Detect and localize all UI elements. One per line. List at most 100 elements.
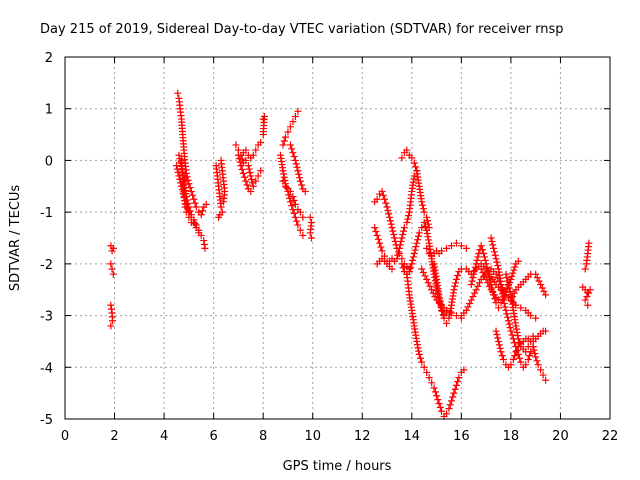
- data-point: [301, 187, 309, 195]
- data-point: [474, 253, 482, 261]
- data-point: [373, 231, 381, 239]
- data-point: [469, 293, 477, 301]
- data-point: [288, 202, 296, 210]
- data-point: [476, 279, 484, 287]
- data-point: [540, 287, 548, 295]
- data-point: [279, 141, 287, 149]
- data-point: [257, 138, 265, 146]
- data-point: [494, 334, 502, 342]
- data-point: [238, 165, 246, 173]
- data-point: [499, 356, 507, 364]
- series-s16: [279, 177, 307, 221]
- series-s36: [477, 257, 522, 307]
- data-point: [511, 263, 519, 271]
- data-point: [386, 217, 394, 225]
- data-point: [395, 244, 403, 252]
- data-point: [416, 354, 424, 362]
- data-point: [398, 234, 406, 242]
- series-s38: [579, 283, 594, 309]
- data-point: [414, 236, 422, 244]
- data-point: [432, 280, 440, 288]
- data-point: [289, 149, 297, 157]
- data-point: [445, 314, 453, 322]
- data-point: [413, 167, 421, 175]
- data-point: [388, 224, 396, 232]
- series-s14: [279, 107, 302, 149]
- data-point: [181, 203, 189, 211]
- data-point: [454, 271, 462, 279]
- data-point: [107, 301, 115, 309]
- series-s25: [403, 270, 468, 420]
- data-point: [517, 304, 525, 312]
- data-point: [478, 246, 486, 254]
- data-point: [390, 234, 398, 242]
- data-point: [257, 167, 265, 175]
- data-point: [415, 350, 423, 358]
- data-point: [469, 274, 477, 282]
- data-point: [542, 327, 550, 335]
- data-point: [109, 317, 117, 325]
- data-point: [420, 363, 428, 371]
- plot-frame: [64, 56, 611, 420]
- data-point: [249, 182, 257, 190]
- data-point: [242, 146, 250, 154]
- data-point: [443, 244, 450, 252]
- series-s18: [306, 213, 315, 242]
- data-point: [187, 187, 195, 195]
- data-point: [497, 299, 505, 307]
- data-point: [425, 236, 433, 244]
- data-point: [492, 327, 500, 335]
- data-point: [509, 356, 517, 364]
- data-point: [462, 244, 470, 252]
- data-point: [451, 282, 459, 290]
- data-point: [501, 303, 509, 311]
- data-point: [374, 235, 382, 243]
- x-tick-label: 12: [354, 429, 371, 444]
- data-point: [424, 233, 432, 241]
- series-s11: [234, 151, 255, 195]
- data-point: [484, 267, 492, 275]
- data-point: [454, 378, 462, 386]
- data-point: [585, 289, 593, 297]
- data-point: [586, 286, 594, 294]
- data-point: [450, 286, 458, 294]
- data-point: [388, 265, 396, 273]
- data-point: [414, 232, 422, 240]
- data-point: [514, 332, 522, 340]
- data-point: [415, 347, 423, 355]
- data-point: [512, 322, 520, 330]
- data-point: [259, 131, 267, 139]
- data-point: [467, 296, 475, 304]
- data-point: [286, 187, 294, 195]
- data-point: [192, 224, 200, 232]
- data-point: [399, 231, 407, 239]
- data-point: [517, 358, 525, 366]
- data-point: [585, 239, 593, 247]
- data-point: [411, 246, 419, 254]
- data-point: [197, 211, 205, 219]
- data-point: [443, 306, 450, 314]
- data-point: [190, 195, 198, 203]
- data-point: [390, 231, 398, 239]
- data-point: [107, 305, 115, 313]
- data-point: [396, 241, 404, 249]
- data-point: [109, 270, 117, 278]
- x-tick-label: 22: [602, 429, 619, 444]
- data-point: [503, 274, 511, 282]
- data-point: [497, 348, 505, 356]
- data-point: [237, 162, 245, 170]
- data-point: [185, 213, 193, 221]
- data-point: [291, 112, 299, 120]
- data-point: [514, 257, 522, 265]
- data-point: [108, 265, 116, 273]
- data-point: [235, 155, 243, 163]
- data-point: [452, 279, 460, 287]
- data-point: [542, 376, 550, 384]
- data-point: [252, 177, 260, 185]
- data-point: [500, 292, 508, 300]
- data-point: [435, 399, 443, 407]
- data-point: [393, 255, 401, 263]
- data-point: [418, 224, 426, 232]
- series-s12: [239, 138, 265, 162]
